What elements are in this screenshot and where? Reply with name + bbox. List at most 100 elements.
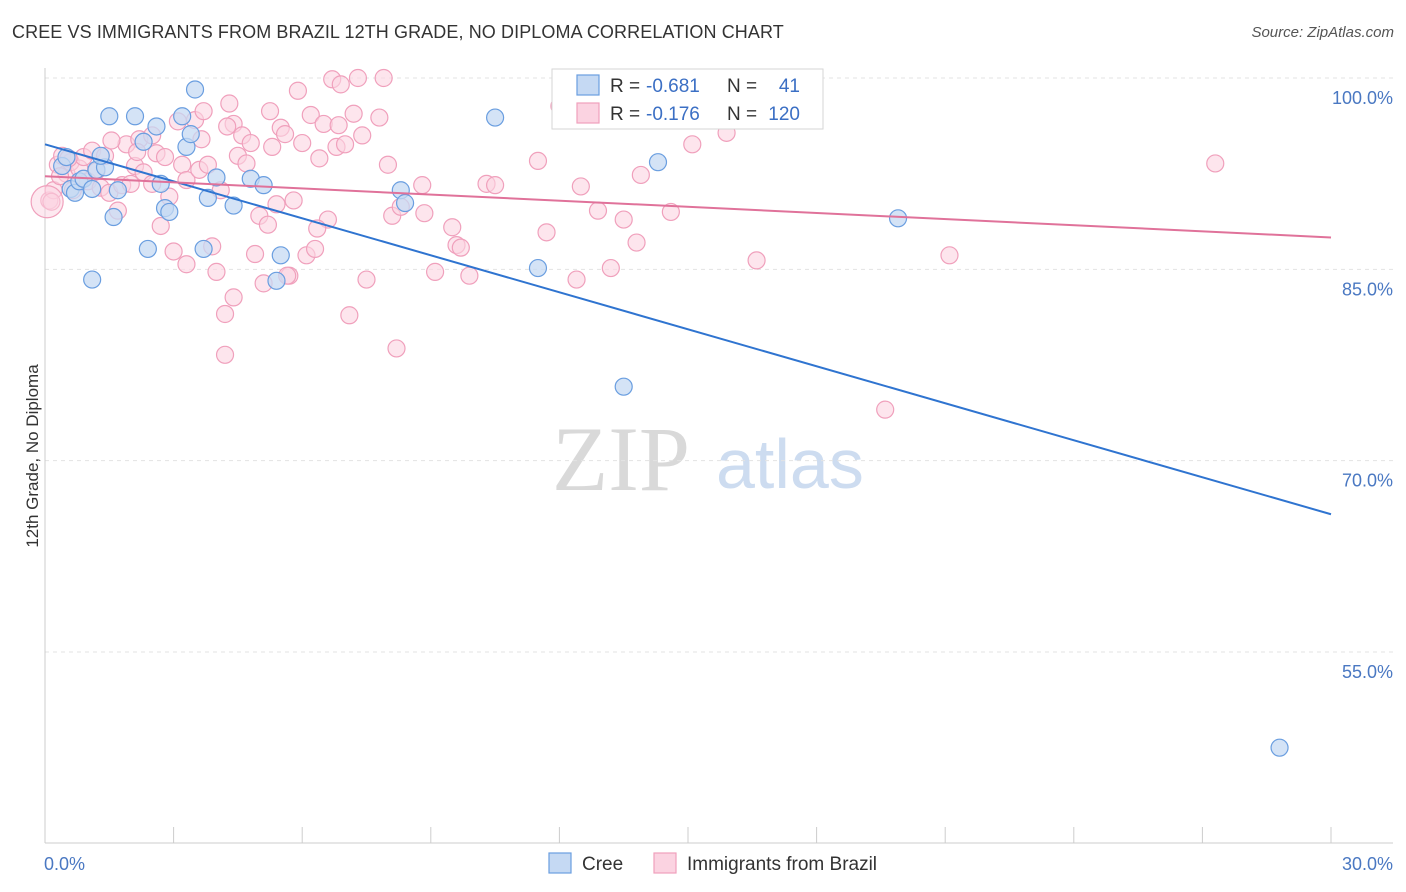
- cree-point: [614, 377, 633, 396]
- brazil-point: [155, 147, 175, 167]
- brazil-point: [443, 218, 462, 237]
- brazil-point: [310, 149, 329, 168]
- brazil-point: [267, 195, 286, 214]
- brazil-point: [329, 116, 348, 135]
- brazil-point: [344, 104, 363, 123]
- brazil-point: [683, 135, 702, 154]
- trend-lines: [44, 143, 1332, 516]
- cree-point: [528, 258, 548, 278]
- brazil-point: [340, 306, 359, 325]
- cree-point: [254, 176, 273, 195]
- brazil-point: [631, 165, 650, 185]
- brazil-point: [661, 202, 680, 222]
- y-tick-label: 85.0%: [1342, 279, 1393, 299]
- brazil-point: [528, 151, 548, 171]
- cree-point: [134, 132, 153, 151]
- brazil-point: [260, 102, 280, 121]
- brazil-point: [601, 258, 620, 278]
- bottom-legend-label-brazil: Immigrants from Brazil: [687, 854, 877, 875]
- brazil-point: [314, 114, 333, 134]
- cree-point: [100, 107, 119, 126]
- legend-swatch-brazil: [576, 102, 600, 124]
- brazil-point: [198, 155, 217, 174]
- brazil-point: [263, 137, 282, 156]
- legend-n-label: N =: [727, 104, 757, 125]
- brazil-trend-line: [44, 175, 1332, 239]
- cree-point: [194, 239, 213, 259]
- y-tick-label: 55.0%: [1342, 662, 1393, 682]
- brazil-point: [207, 262, 226, 281]
- brazil-point: [241, 133, 260, 153]
- cree-point: [207, 168, 226, 187]
- brazil-point: [102, 131, 121, 150]
- brazil-point: [348, 68, 368, 88]
- brazil-point: [173, 155, 192, 174]
- cree-point: [83, 179, 102, 199]
- cree-point: [648, 153, 668, 172]
- brazil-point: [194, 102, 213, 121]
- cree-point: [138, 239, 157, 259]
- brazil-point: [614, 210, 633, 229]
- brazil-point: [486, 176, 505, 195]
- brazil-point: [571, 177, 590, 196]
- brazil-point: [293, 133, 312, 153]
- cree-point: [160, 202, 179, 222]
- brazil-point: [331, 75, 350, 94]
- bottom-legend-swatch-brazil: [653, 852, 677, 874]
- y-tick-label: 100.0%: [1332, 88, 1393, 108]
- y-axis-label: 12th Grade, No Diploma: [23, 364, 42, 548]
- brazil-point: [425, 262, 445, 281]
- brazil-point: [224, 288, 243, 307]
- brazil-point: [237, 154, 256, 173]
- brazil-point: [151, 216, 170, 236]
- brazil-point: [245, 244, 265, 264]
- brazil-point: [940, 246, 959, 265]
- cree-point: [57, 147, 76, 167]
- brazil-point: [353, 126, 372, 145]
- cree-point: [395, 193, 415, 213]
- brazil-point: [275, 125, 295, 144]
- brazil-point: [258, 215, 278, 234]
- bottom-legend: Cree Immigrants from Brazil: [548, 852, 877, 875]
- brazil-point: [220, 94, 239, 113]
- brazil-point: [335, 135, 355, 154]
- brazil-point: [876, 400, 895, 419]
- brazil-point: [413, 176, 432, 195]
- cree-point: [224, 196, 243, 215]
- brazil-point: [588, 201, 608, 220]
- x-tick-label: 30.0%: [1342, 854, 1393, 874]
- legend-r-label: R =: [610, 104, 640, 125]
- brazil-point: [537, 223, 556, 242]
- brazil-point: [378, 155, 398, 174]
- cree-point: [104, 207, 123, 227]
- y-tick-label: 70.0%: [1342, 471, 1393, 491]
- brazil-point: [387, 339, 406, 358]
- x-tick-labels: 0.0% 30.0%: [44, 854, 1393, 874]
- brazil-point: [284, 191, 303, 210]
- brazil-point: [747, 251, 766, 270]
- legend-n-value: 120: [768, 104, 800, 125]
- brazil-point: [627, 233, 646, 252]
- cree-point: [181, 125, 200, 144]
- brazil-point: [370, 108, 389, 127]
- brazil-point: [215, 304, 235, 324]
- cree-point: [108, 181, 127, 200]
- cree-point: [1270, 738, 1289, 757]
- brazil-point: [460, 266, 479, 285]
- legend-box: R = -0.681 N = 41 R = -0.176 N = 120: [551, 68, 824, 130]
- brazil-point: [301, 105, 320, 125]
- brazil-point: [30, 185, 64, 219]
- brazil-point: [305, 239, 325, 259]
- legend-r-value: -0.681: [646, 76, 700, 97]
- brazil-point: [415, 204, 434, 223]
- bottom-legend-label-cree: Cree: [582, 854, 623, 875]
- chart-title: CREE VS IMMIGRANTS FROM BRAZIL 12TH GRAD…: [12, 22, 784, 42]
- legend-r-label: R =: [610, 76, 640, 97]
- brazil-point: [177, 255, 196, 274]
- brazil-point: [1206, 154, 1225, 173]
- cree-point: [83, 270, 102, 289]
- legend-swatch-cree: [576, 74, 600, 96]
- brazil-point: [164, 242, 183, 261]
- cree-point: [185, 80, 205, 99]
